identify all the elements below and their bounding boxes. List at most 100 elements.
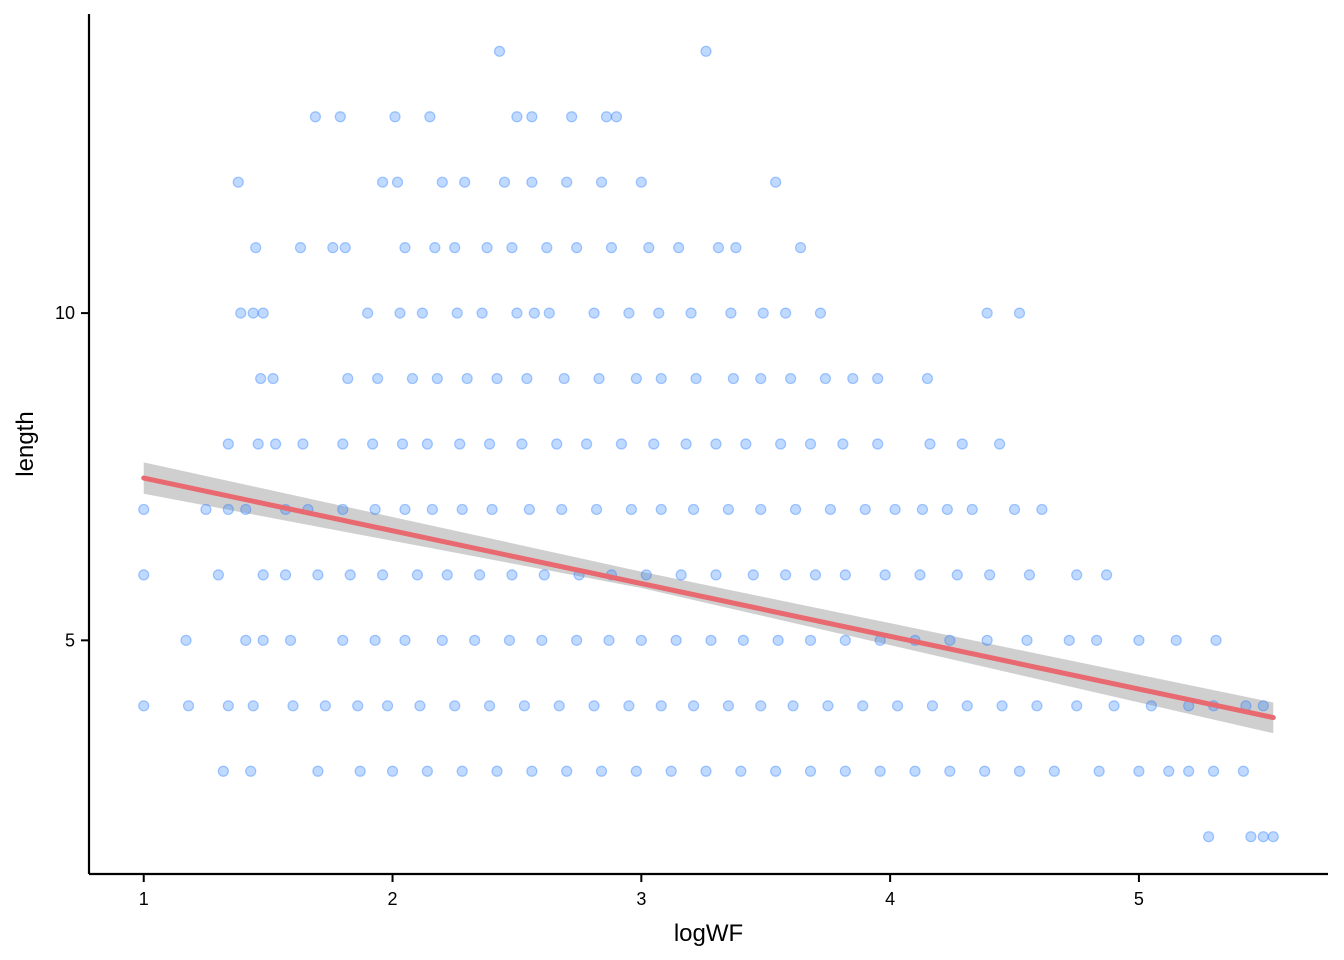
data-point (541, 242, 553, 254)
data-point (804, 438, 817, 450)
data-point (1100, 569, 1113, 581)
data-point (279, 569, 292, 581)
data-point (916, 503, 929, 516)
data-point (217, 765, 229, 777)
data-point (1036, 503, 1048, 516)
data-point (593, 372, 605, 385)
data-point (493, 45, 506, 57)
data-point (394, 307, 406, 319)
data-point (1237, 765, 1250, 777)
data-point (712, 242, 725, 254)
data-point (580, 438, 593, 450)
data-point (212, 569, 224, 581)
data-point (914, 569, 926, 581)
data-point (511, 307, 523, 319)
data-point (180, 634, 192, 646)
data-point (1108, 700, 1120, 712)
data-point (1163, 765, 1175, 777)
x-tick-label: 5 (1134, 889, 1144, 909)
data-point (839, 765, 851, 777)
data-point (1023, 569, 1036, 581)
data-point (859, 503, 871, 516)
data-point (981, 307, 993, 319)
data-point (429, 242, 441, 254)
data-point (556, 503, 568, 516)
data-point (571, 634, 583, 646)
data-point (839, 569, 851, 581)
data-point (640, 569, 652, 581)
data-point (966, 503, 978, 516)
data-point (665, 765, 677, 777)
y-axis-title: length (12, 411, 39, 476)
data-point (399, 503, 411, 516)
data-point (294, 242, 307, 254)
data-point (476, 307, 488, 319)
data-point (1021, 634, 1033, 646)
data-point (222, 503, 234, 516)
data-point (138, 503, 150, 516)
data-point (588, 700, 600, 712)
data-point (257, 569, 269, 581)
data-point (941, 503, 953, 516)
data-point (287, 700, 299, 712)
data-point (780, 569, 792, 581)
data-point (257, 634, 269, 646)
data-point (312, 765, 324, 777)
data-point (391, 176, 404, 188)
data-point (337, 503, 349, 516)
data-point (722, 503, 735, 516)
data-point (449, 242, 461, 254)
data-point (526, 765, 538, 777)
data-point (944, 765, 956, 777)
data-point (436, 634, 448, 646)
data-point (516, 438, 528, 450)
data-point (1267, 831, 1279, 843)
data-point (528, 307, 540, 319)
data-point (381, 700, 394, 712)
data-point (705, 634, 717, 646)
data-point (1133, 634, 1145, 646)
data-point (595, 176, 608, 188)
data-point (687, 700, 700, 712)
data-point (1257, 831, 1269, 843)
data-point (630, 765, 642, 777)
data-point (625, 503, 637, 516)
data-point (979, 765, 991, 777)
data-point (1257, 700, 1269, 712)
data-point (1210, 634, 1222, 646)
data-point (956, 438, 968, 450)
data-point (1063, 634, 1075, 646)
data-point (595, 765, 608, 777)
data-point (138, 700, 150, 712)
data-point (1008, 503, 1021, 516)
data-point (822, 700, 834, 712)
data-point (1245, 831, 1257, 843)
data-point (481, 242, 493, 254)
data-point (376, 176, 389, 188)
data-point (993, 438, 1006, 450)
data-point (1013, 307, 1026, 319)
data-point (451, 307, 463, 319)
data-point (872, 438, 884, 450)
data-point (700, 765, 712, 777)
data-point (655, 372, 667, 385)
data-point (362, 307, 374, 319)
data-point (406, 372, 419, 385)
data-point (1031, 700, 1043, 712)
data-point (772, 634, 784, 646)
data-point (730, 242, 742, 254)
data-point (889, 503, 901, 516)
data-point (200, 503, 212, 516)
data-point (819, 372, 832, 385)
data-point (247, 307, 259, 319)
data-point (685, 307, 697, 319)
data-point (1071, 569, 1083, 581)
data-point (319, 700, 331, 712)
data-point (1202, 831, 1215, 843)
data-point (921, 372, 934, 385)
data-point (337, 438, 349, 450)
fit-line (141, 475, 1276, 721)
data-point (389, 111, 401, 123)
